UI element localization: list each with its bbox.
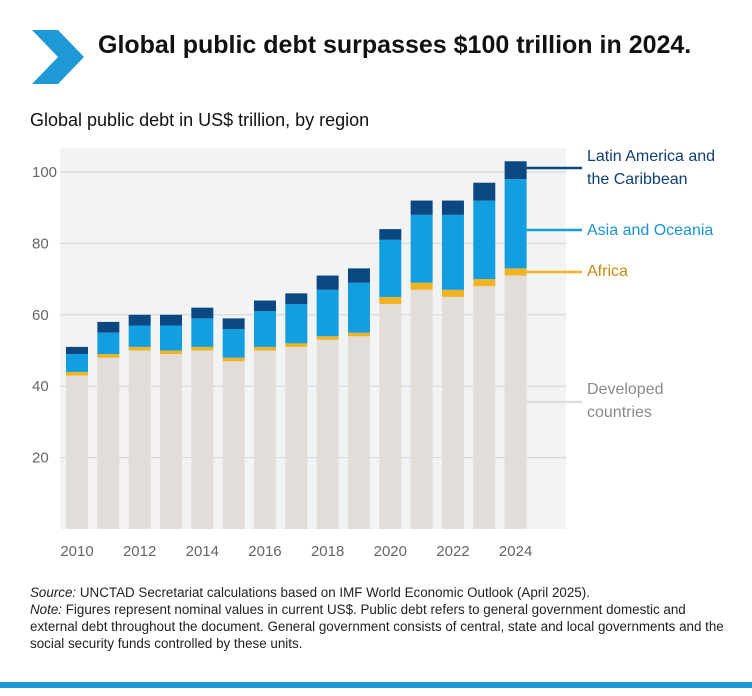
bar-latin-america-and-the-caribbean-2014	[191, 307, 214, 319]
bar-asia-and-oceania-2020	[379, 239, 402, 297]
page-title: Global public debt surpasses $100 trilli…	[98, 31, 692, 59]
bar-developed-countries-2021	[410, 289, 433, 529]
legend-label-latin-america-and-the-caribbean: Latin America and the Caribbean	[587, 148, 715, 188]
bar-asia-and-oceania-2011	[97, 332, 120, 355]
footnote: Source: UNCTAD Secretariat calculations …	[30, 584, 730, 652]
bar-developed-countries-2016	[253, 350, 276, 529]
x-tick-label: 2016	[248, 543, 281, 560]
bar-africa-2017	[285, 343, 308, 347]
bar-latin-america-and-the-caribbean-2021	[410, 200, 433, 215]
y-tick-label: 80	[32, 235, 49, 252]
bar-asia-and-oceania-2019	[347, 282, 370, 333]
x-tick-label: 2018	[311, 543, 344, 560]
bar-latin-america-and-the-caribbean-2022	[441, 200, 464, 215]
bar-africa-2016	[253, 346, 276, 351]
bar-africa-2012	[128, 346, 151, 351]
stacked-bar-chart: 20 40 60 80 100 2010 2012 2014 2016 2018 2020 2022 2…	[32, 148, 715, 560]
bar-asia-and-oceania-2016	[253, 311, 276, 347]
y-tick-label: 40	[32, 378, 49, 395]
bar-asia-and-oceania-2018	[316, 289, 339, 337]
bar-latin-america-and-the-caribbean-2018	[316, 275, 339, 290]
x-tick-label: 2022	[436, 543, 469, 560]
bar-africa-2018	[316, 336, 339, 340]
definition-note: Note: Figures represent nominal values i…	[30, 602, 724, 651]
legend-label-africa: Africa	[587, 263, 628, 280]
bar-africa-2011	[97, 354, 120, 358]
bar-asia-and-oceania-2012	[128, 325, 151, 347]
bar-developed-countries-2014	[191, 350, 214, 529]
bar-developed-countries-2010	[66, 375, 88, 529]
bar-africa-2024	[504, 268, 527, 276]
bottom-rule	[0, 682, 752, 688]
x-tick-label: 2010	[60, 543, 93, 560]
bar-latin-america-and-the-caribbean-2010	[66, 346, 88, 355]
bar-africa-2022	[441, 289, 464, 297]
bar-developed-countries-2018	[316, 339, 339, 529]
bar-africa-2020	[379, 296, 402, 305]
bar-latin-america-and-the-caribbean-2023	[473, 182, 496, 201]
bar-latin-america-and-the-caribbean-2016	[253, 300, 276, 312]
bar-asia-and-oceania-2023	[473, 200, 496, 280]
y-tick-label: 20	[32, 450, 49, 467]
bar-asia-and-oceania-2010	[66, 354, 88, 372]
bar-developed-countries-2019	[347, 336, 370, 529]
legend-label-asia-and-oceania: Asia and Oceania	[587, 222, 713, 239]
bar-latin-america-and-the-caribbean-2013	[159, 314, 182, 326]
bar-latin-america-and-the-caribbean-2019	[347, 268, 370, 283]
bar-africa-2021	[410, 282, 433, 290]
x-tick-label: 2024	[499, 543, 532, 560]
bar-asia-and-oceania-2021	[410, 214, 433, 283]
bar-asia-and-oceania-2022	[441, 214, 464, 290]
bar-asia-and-oceania-2013	[159, 325, 182, 351]
bar-developed-countries-2024	[504, 275, 527, 529]
x-tick-label: 2014	[186, 543, 219, 560]
bar-developed-countries-2023	[473, 286, 496, 529]
bar-latin-america-and-the-caribbean-2020	[379, 229, 402, 240]
bar-africa-2023	[473, 279, 496, 287]
x-tick-label: 2020	[374, 543, 407, 560]
bar-asia-and-oceania-2024	[504, 179, 527, 269]
bar-developed-countries-2020	[379, 304, 402, 529]
y-tick-label: 100	[32, 164, 57, 181]
y-tick-label: 60	[32, 307, 49, 324]
bar-developed-countries-2015	[222, 361, 245, 529]
source-note: Source: UNCTAD Secretariat calculations …	[30, 585, 590, 600]
bar-africa-2013	[159, 350, 182, 355]
bar-africa-2014	[191, 346, 214, 351]
legend-label-developed-countries: Developed countries	[587, 381, 664, 421]
chart-subtitle: Global public debt in US$ trillion, by r…	[30, 110, 370, 130]
bar-africa-2010	[66, 371, 88, 376]
bar-developed-countries-2022	[441, 296, 464, 529]
bar-latin-america-and-the-caribbean-2012	[128, 314, 151, 326]
bar-africa-2015	[222, 357, 245, 362]
bar-developed-countries-2013	[159, 354, 182, 529]
bar-latin-america-and-the-caribbean-2024	[504, 161, 527, 180]
bar-africa-2019	[347, 332, 370, 337]
bar-asia-and-oceania-2014	[191, 318, 214, 347]
bar-latin-america-and-the-caribbean-2017	[285, 293, 308, 305]
bar-asia-and-oceania-2017	[285, 304, 308, 344]
bar-asia-and-oceania-2015	[222, 329, 245, 358]
bar-developed-countries-2011	[97, 357, 120, 529]
chevron-icon	[32, 30, 84, 84]
bar-latin-america-and-the-caribbean-2015	[222, 318, 245, 330]
bar-developed-countries-2012	[128, 350, 151, 529]
bar-latin-america-and-the-caribbean-2011	[97, 321, 120, 333]
bar-developed-countries-2017	[285, 346, 308, 529]
x-tick-label: 2012	[123, 543, 156, 560]
